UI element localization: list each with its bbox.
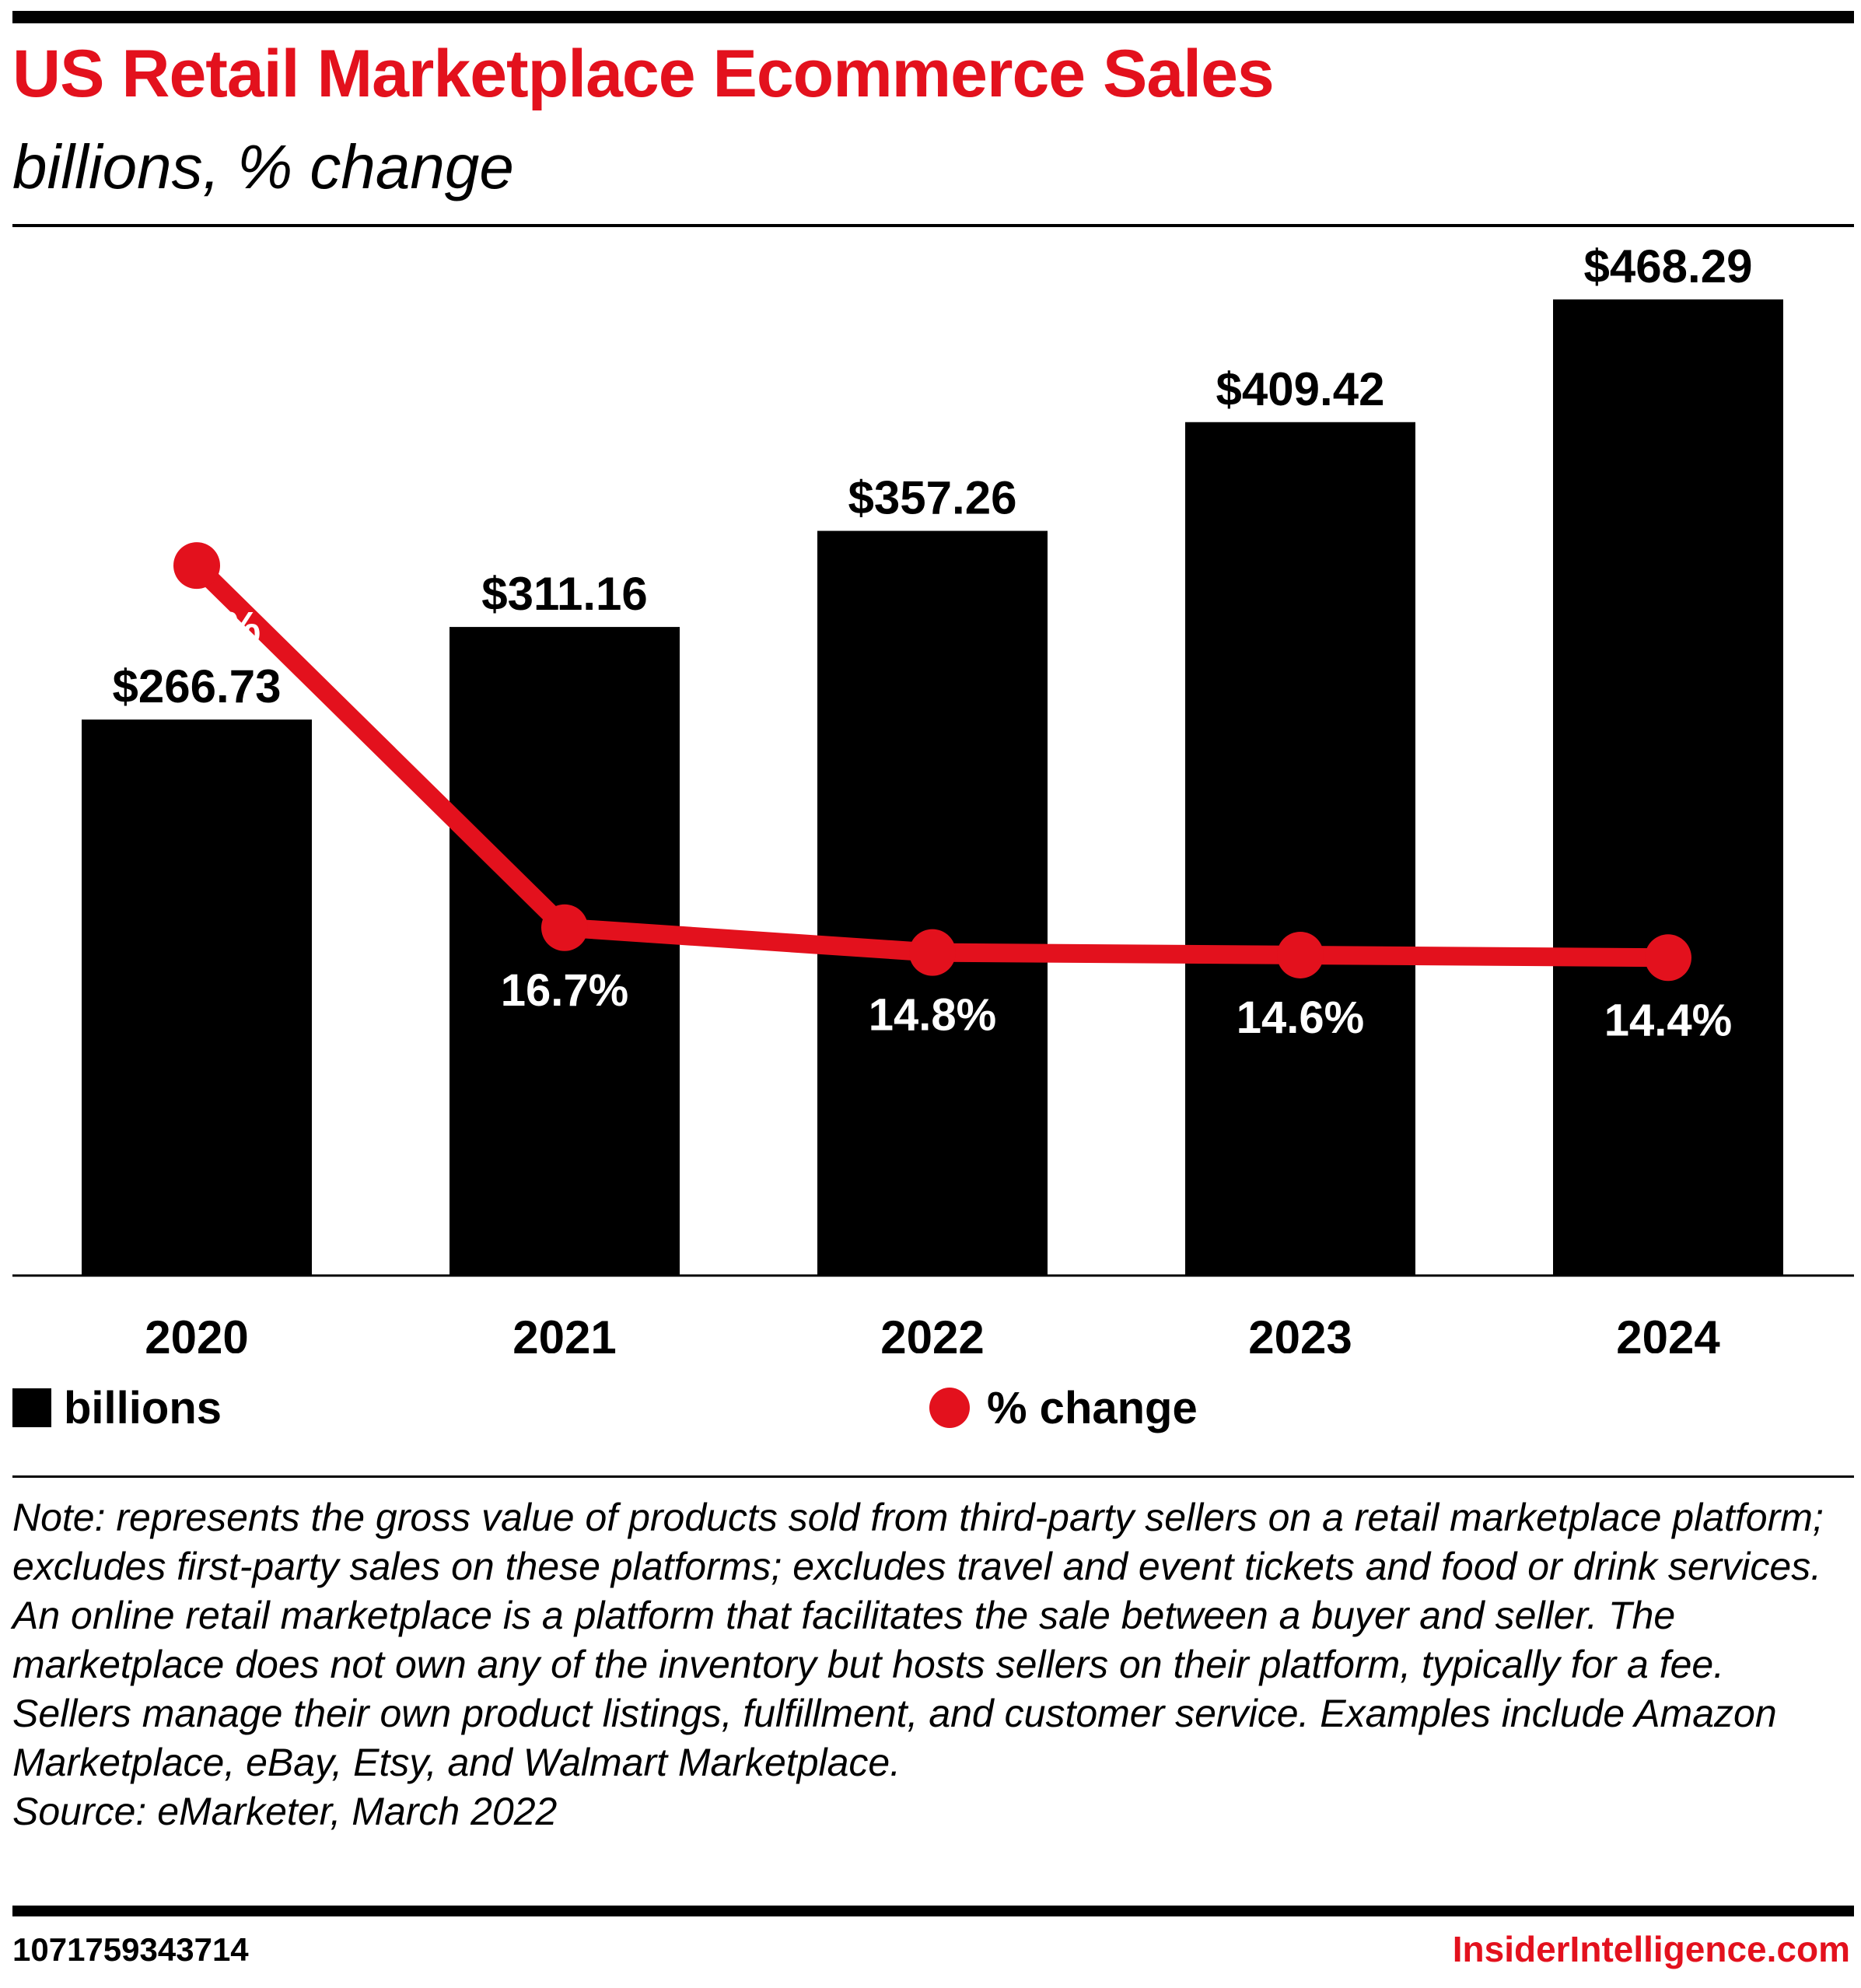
percent-label-2020: 44.5% [133, 603, 261, 653]
legend-label-billions: billions [64, 1382, 222, 1433]
x-tick-label-2022: 2022 [880, 1311, 984, 1353]
source-text: Source: eMarketer, March 2022 [12, 1790, 558, 1833]
chart-title: US Retail Marketplace Ecommerce Sales [12, 37, 1275, 111]
top-rule [12, 11, 1854, 23]
bar-2023 [1185, 422, 1415, 1276]
chart-id: 1071759343714 [12, 1931, 249, 1968]
percent-label-2021: 16.7% [501, 965, 628, 1016]
x-tick-label-2021: 2021 [512, 1311, 616, 1353]
percent-label-2024: 14.4% [1604, 995, 1732, 1045]
header-divider [12, 224, 1854, 227]
bar-value-label-2020: $266.73 [113, 660, 282, 712]
bar-2021 [450, 627, 680, 1276]
percent-label-2022: 14.8% [869, 990, 996, 1041]
chart-subtitle: billions, % change [12, 132, 514, 201]
combo-chart: $266.73 $311.16 $357.26 $409.42 $468.29 44.5… [12, 240, 1854, 1353]
line-point-2022 [909, 929, 956, 976]
bar-2022 [817, 530, 1048, 1276]
bar-2020 [82, 719, 312, 1276]
legend-swatch-square-icon [12, 1388, 51, 1427]
bottom-rule [12, 1906, 1854, 1916]
line-point-2020 [173, 542, 220, 590]
legend-label-percent-change: % change [987, 1382, 1198, 1433]
line-point-2024 [1645, 934, 1691, 982]
bar-value-label-2023: $409.42 [1216, 363, 1385, 415]
line-point-2021 [541, 904, 588, 951]
bars-layer: $266.73 $311.16 $357.26 $409.42 $468.29 [82, 240, 1783, 1276]
legend-swatch-dot-icon [929, 1388, 970, 1428]
line-layer: 44.5% 16.7% 14.8% 14.6% 14.4% [133, 542, 1732, 1045]
bar-value-label-2024: $468.29 [1584, 240, 1753, 292]
note-text: Note: represents the gross value of prod… [12, 1496, 1824, 1784]
legend-item-percent-change: % change [929, 1381, 1198, 1435]
legend-item-billions: billions [12, 1381, 222, 1435]
x-tick-label-2024: 2024 [1616, 1311, 1720, 1353]
bar-value-label-2021: $311.16 [481, 568, 648, 620]
x-axis: 2020 2021 2022 2023 2024 [12, 1274, 1854, 1353]
x-tick-label-2023: 2023 [1248, 1311, 1352, 1353]
note-divider [12, 1475, 1854, 1478]
bar-2024 [1553, 299, 1783, 1276]
x-tick-label-2020: 2020 [145, 1311, 248, 1353]
line-point-2023 [1277, 931, 1324, 978]
percent-label-2023: 14.6% [1237, 992, 1364, 1043]
bar-value-label-2022: $357.26 [848, 472, 1017, 524]
footnote: Note: represents the gross value of prod… [12, 1493, 1852, 1836]
brand-logo[interactable]: InsiderIntelligence.com [1452, 1929, 1850, 1969]
